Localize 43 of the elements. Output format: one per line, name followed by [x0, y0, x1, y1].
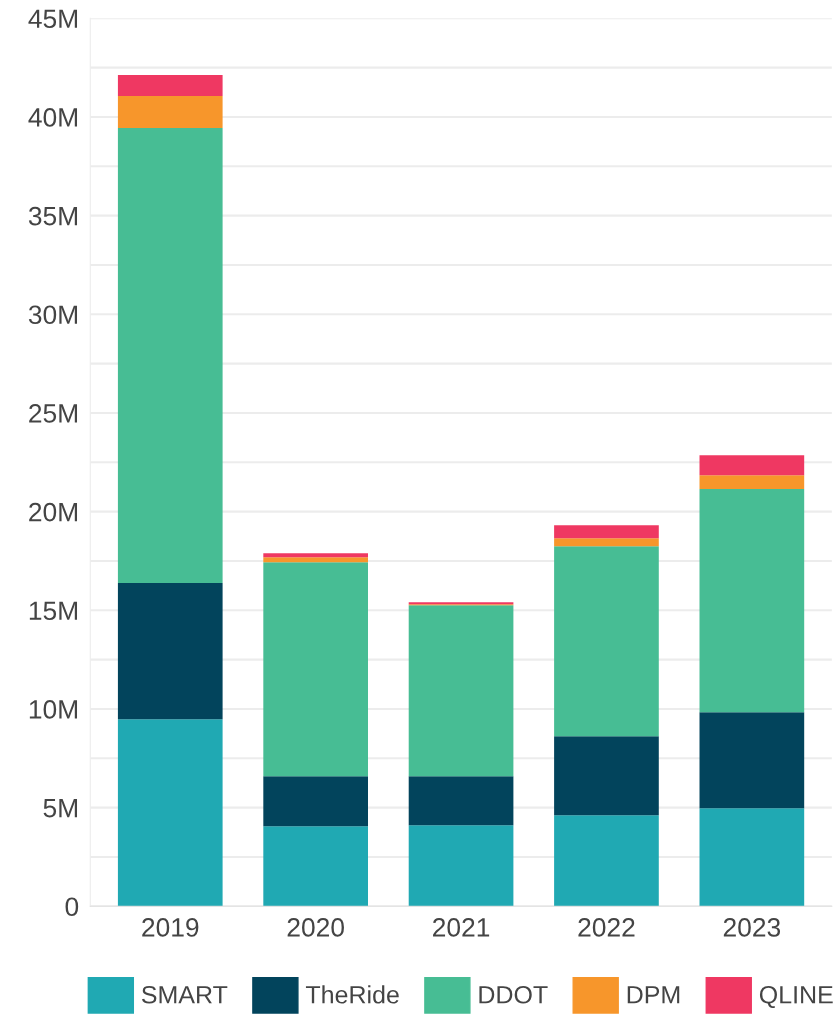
bar: [554, 525, 659, 539]
bar: [117, 74, 223, 97]
y-tick-label: 30M: [28, 305, 78, 325]
y-tick-label: 5M: [43, 799, 78, 818]
bar: [117, 583, 223, 720]
x-tick-label: 2023: [723, 918, 781, 937]
bar: [117, 96, 223, 128]
bar: [699, 489, 805, 713]
legend-label: QLINE: [759, 985, 833, 1009]
bar: [263, 557, 368, 563]
y-tick-label: 10M: [29, 700, 78, 719]
legend-label: DPM: [627, 986, 680, 1004]
bar: [554, 538, 659, 547]
x-tick-label: 2019: [142, 918, 199, 937]
bar: [699, 808, 805, 907]
legend-label: TheRide: [305, 985, 399, 1004]
x-tick-label: 2022: [578, 918, 635, 937]
x-tick-label: 2021: [433, 918, 490, 937]
bar: [408, 605, 514, 777]
bar: [263, 776, 368, 827]
bar: [554, 546, 659, 737]
y-tick-label: 45M: [28, 9, 78, 29]
y-tick-label: 0: [65, 897, 79, 917]
legend-label: SMART: [141, 985, 228, 1004]
bar: [554, 736, 659, 816]
bar: [263, 553, 368, 558]
bar: [408, 825, 514, 907]
bar: [263, 562, 368, 777]
bar: [699, 455, 805, 476]
y-tick-label: 40M: [28, 108, 78, 127]
x-tick-label: 2020: [287, 918, 344, 937]
y-tick-label: 35M: [28, 206, 78, 226]
bar: [554, 815, 659, 907]
bar: [408, 776, 514, 826]
legend-label: DDOT: [479, 985, 548, 1004]
y-tick-label: 15M: [29, 601, 78, 621]
bar: [699, 475, 805, 490]
y-tick-label: 25M: [29, 404, 78, 423]
bar: [263, 826, 368, 907]
y-tick-label: 20M: [29, 502, 78, 522]
bar: [699, 712, 805, 809]
bar: [117, 128, 223, 584]
bar: [117, 719, 223, 907]
